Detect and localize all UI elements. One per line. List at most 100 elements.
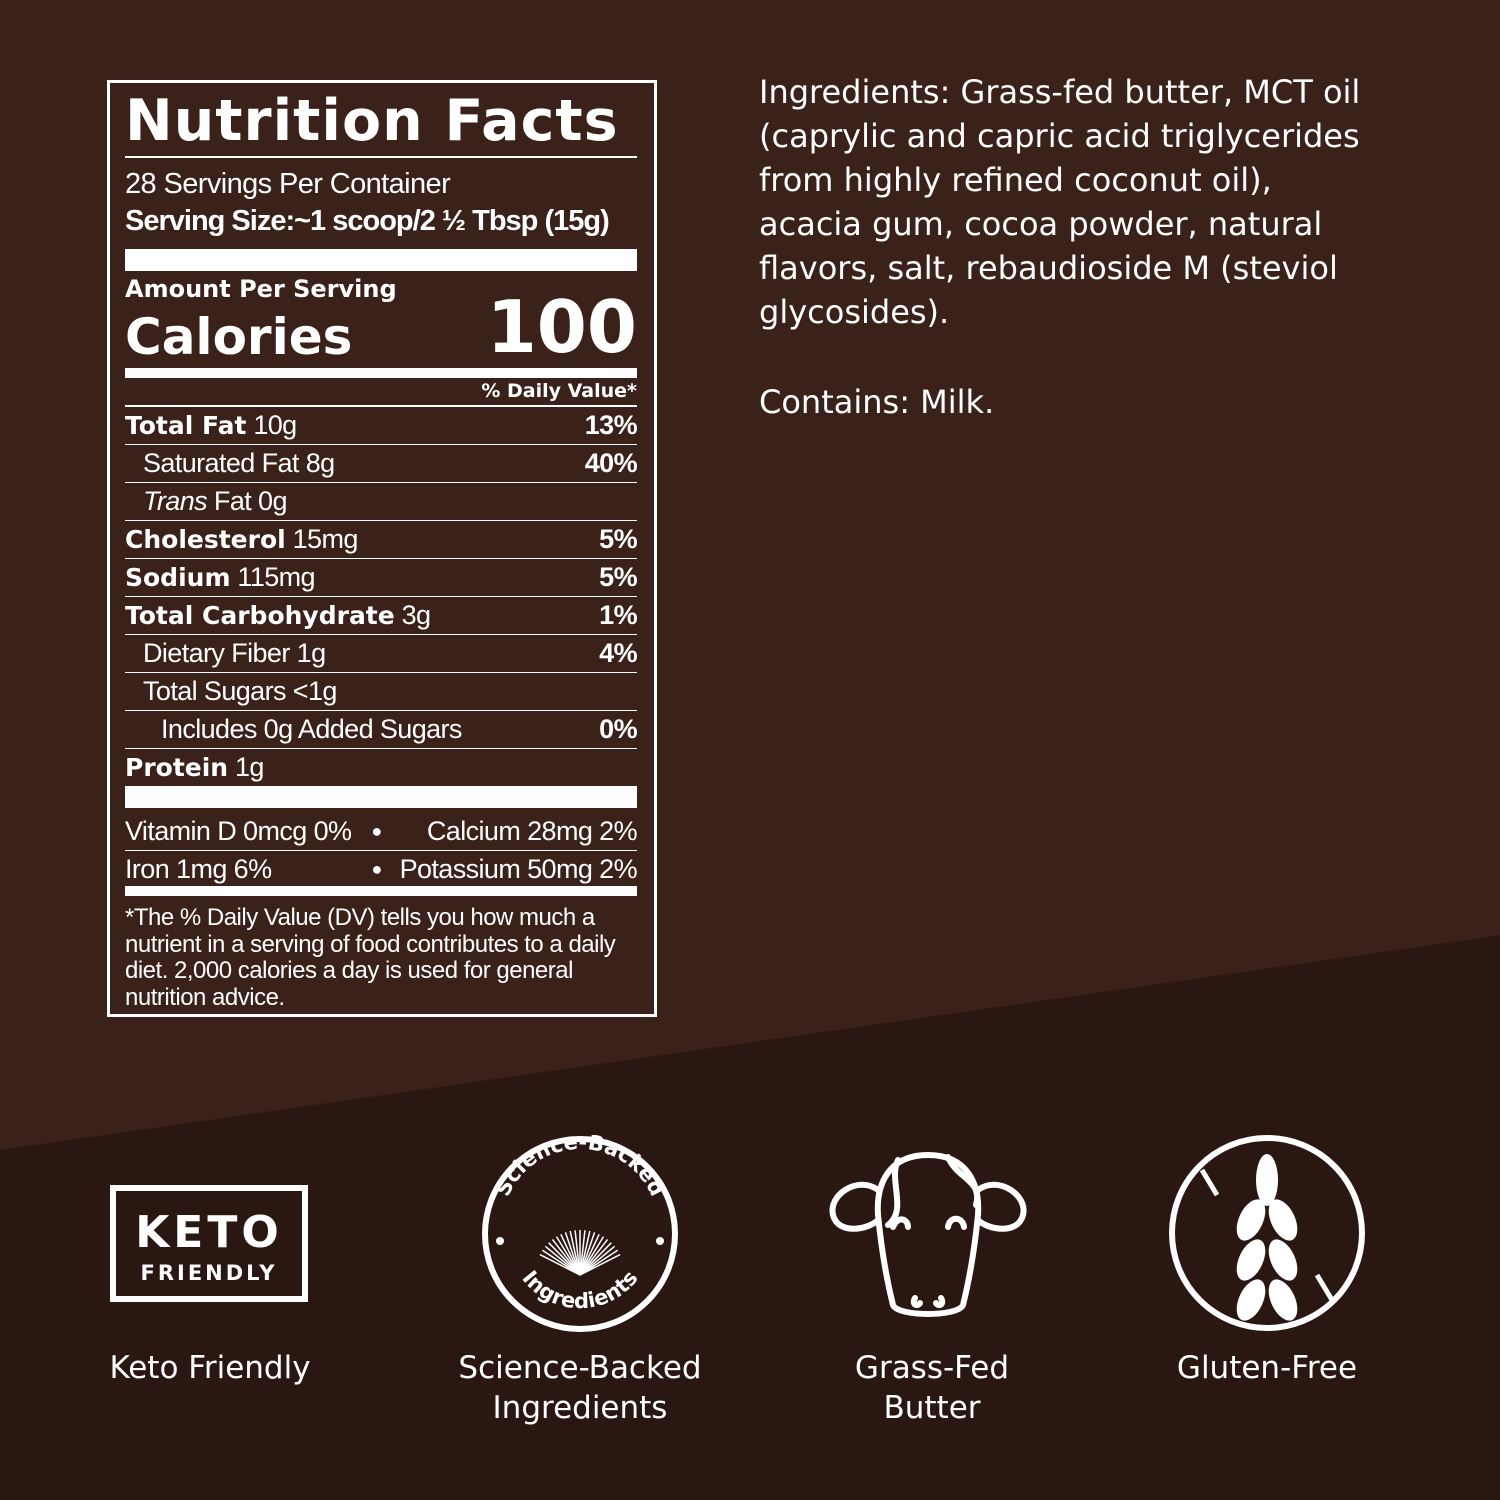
ray (579, 1253, 621, 1276)
nutrition-title: Nutrition Facts (125, 88, 619, 154)
nutrient-label: Trans (143, 485, 208, 516)
medium-divider (125, 368, 637, 378)
grass-fed-badge (778, 1135, 1078, 1335)
nutrient-amount: 1g (235, 751, 264, 782)
svg-text:Science-Backed: Science-Backed (491, 1135, 670, 1200)
ray (579, 1232, 596, 1276)
nutrient-label: Sodium (125, 562, 231, 592)
footnote: *The % Daily Value (DV) tells you how mu… (125, 904, 616, 1011)
micronutrient-right: Calcium 28mg 2% (426, 815, 638, 846)
ray (574, 1230, 581, 1276)
nutrient-row: Dietary Fiber 1g 4% (125, 634, 638, 673)
nutrient-amount: 8g (305, 447, 335, 478)
gluten-free-wheat-icon (1169, 1135, 1365, 1331)
divider (125, 405, 637, 407)
micronutrient-row: Iron 1mg 6% ● Potassium 50mg 2% (125, 850, 638, 888)
science-backed-badge: Science-Backed Ingredients (430, 1130, 730, 1335)
ray (579, 1230, 586, 1276)
svg-text:KETO: KETO (135, 1207, 283, 1258)
nutrient-label: Saturated Fat (143, 447, 299, 478)
ray (560, 1233, 581, 1276)
nutrient-daily-value: 5% (599, 523, 637, 554)
nutrient-amount: 1g (296, 637, 326, 668)
grain (1236, 1239, 1266, 1281)
nutrient-row: Total Sugars <1g (125, 672, 637, 711)
nutrient-label: Dietary Fiber (143, 637, 290, 668)
bullet-icon: ● (371, 820, 382, 841)
nutrient-daily-value: 5% (599, 561, 637, 592)
medium-divider (125, 886, 637, 896)
nutrient-row: Includes 0g Added Sugars 0% (125, 710, 638, 749)
ray (579, 1238, 609, 1276)
ray (551, 1238, 581, 1276)
nutrient-name: Trans Fat 0g (125, 486, 287, 517)
svg-text:FRIENDLY: FRIENDLY (141, 1261, 278, 1285)
grain (1236, 1279, 1266, 1321)
micronutrient-right: Potassium 50mg 2% (399, 853, 638, 884)
nutrient-name: Includes 0g Added Sugars (125, 714, 462, 745)
ray (569, 1230, 581, 1276)
badge-label-science: Science-Backed Ingredients (458, 1350, 702, 1426)
nutrient-row: Protein 1g (125, 748, 637, 786)
daily-value-header: % Daily Value* (481, 380, 637, 402)
nutrient-row: Cholesterol 15mg 5% (125, 520, 638, 559)
bullet-icon: ● (371, 858, 382, 879)
nutrient-row: Total Carbohydrate 3g 1% (125, 596, 638, 635)
badge-label-gluten-free: Gluten-Free (1176, 1350, 1358, 1386)
serving-size: Serving Size:~1 scoop/2 ½ Tbsp (15g) (125, 205, 610, 237)
nutrient-label: Protein (125, 752, 229, 782)
nutrient-amount: 115mg (237, 561, 315, 592)
grain (1236, 1199, 1266, 1241)
badge-label-grass-fed: Grass-Fed Butter (854, 1350, 1010, 1426)
keto-friendly-badge: KETO FRIENDLY (60, 1135, 360, 1335)
ray (544, 1245, 581, 1276)
micronutrient-left: Iron 1mg 6% (125, 853, 272, 884)
nutrient-daily-value: 13% (584, 409, 638, 440)
thick-divider (125, 786, 637, 808)
keto-friendly-badge-icon: KETO FRIENDLY (110, 1185, 308, 1302)
nutrient-daily-value: 4% (599, 637, 637, 668)
ray (555, 1236, 581, 1276)
nutrient-row: Sodium 115mg 5% (125, 558, 638, 597)
nutrient-name: Total Carbohydrate 3g (125, 599, 431, 631)
ray (579, 1236, 605, 1276)
calories-value: 100 (486, 285, 637, 369)
nutrient-amount: Fat 0g (213, 485, 288, 516)
nutrient-row: Total Fat 10g 13% (125, 406, 638, 445)
cow-icon (829, 1151, 1027, 1317)
nutrient-daily-value: 1% (599, 599, 637, 630)
nutrient-amount: 15mg (292, 523, 359, 554)
amount-per-serving: Amount Per Serving (125, 275, 397, 303)
nutrient-label: Total Sugars (143, 675, 286, 706)
nutrient-amount: 3g (401, 599, 431, 630)
nutrient-name: Saturated Fat 8g (125, 448, 335, 479)
nutrient-label: Cholesterol (125, 524, 286, 554)
nutrient-name: Total Sugars <1g (125, 676, 337, 707)
gluten-free-badge (1117, 1135, 1417, 1335)
ray (548, 1242, 581, 1276)
ingredients-text: Ingredients: Grass-fed butter, MCT oil (… (759, 73, 1361, 331)
ray (579, 1249, 619, 1276)
badge-label-keto: Keto Friendly (109, 1350, 311, 1386)
ray (564, 1232, 581, 1276)
nutrient-label: Includes 0g Added Sugars (161, 713, 462, 744)
calories-label: Calories (125, 308, 353, 366)
nutrient-amount: <1g (292, 675, 338, 706)
ray (579, 1242, 612, 1276)
grain (1268, 1199, 1298, 1241)
nutrient-amount: 10g (253, 409, 297, 440)
nutrient-label: Total Fat (125, 410, 247, 440)
nutrient-daily-value: 0% (599, 713, 637, 744)
nutrient-name: Cholesterol 15mg (125, 524, 358, 555)
science-backed-seal-icon: Science-Backed Ingredients (482, 1130, 678, 1332)
grain (1268, 1239, 1298, 1281)
thick-divider (125, 249, 637, 271)
micronutrient-left: Vitamin D 0mcg 0% (125, 815, 352, 846)
ray (541, 1249, 581, 1276)
ray (539, 1253, 581, 1276)
nutrient-label: Total Carbohydrate (125, 600, 395, 630)
nutrition-facts-label: Nutrition Facts 28 Servings Per Containe… (107, 80, 657, 1017)
ray (579, 1230, 591, 1276)
nutrient-row: Saturated Fat 8g 40% (125, 444, 638, 483)
